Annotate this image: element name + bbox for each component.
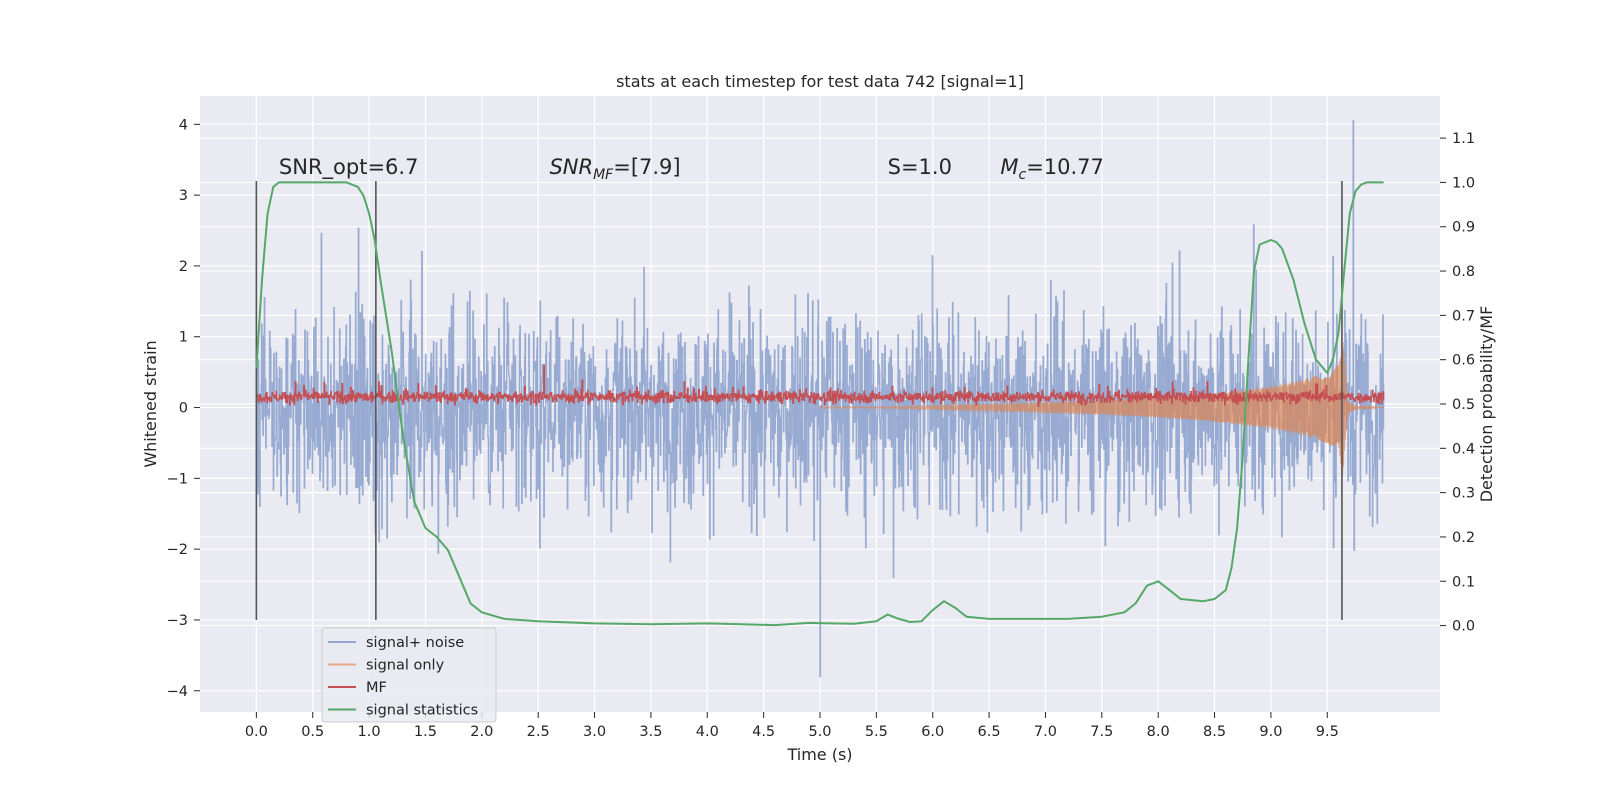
- annotation-text: S=1.0: [888, 155, 952, 179]
- legend-label: signal+ noise: [366, 635, 464, 651]
- y-left-tick-label: −1: [167, 471, 188, 487]
- signal-noise-series: [255, 120, 1385, 678]
- x-axis-ticks: 0.0 0.5 1.0 1.5 2.0 2.5 3.0 3.5 4.0 4.5 5.0 5.5 6.0 6…: [245, 712, 1339, 740]
- x-tick-label: 2.0: [470, 724, 493, 740]
- y-right-tick-label: 0.8: [1452, 264, 1475, 280]
- legend-label: signal statistics: [366, 703, 478, 719]
- x-tick-label: 0.5: [301, 724, 324, 740]
- y-right-tick-label: 0.4: [1452, 441, 1475, 457]
- legend-label: MF: [366, 680, 387, 696]
- x-tick-label: 0.0: [245, 724, 268, 740]
- x-tick-label: 5.0: [808, 724, 831, 740]
- y-left-tick-label: −3: [167, 613, 188, 629]
- x-tick-label: 7.0: [1034, 724, 1057, 740]
- legend: signal+ noise signal only MF signal statist…: [321, 627, 497, 723]
- x-tick-label: 3.5: [639, 724, 662, 740]
- y-right-tick-label: 0.5: [1452, 397, 1475, 413]
- legend-box: [321, 627, 497, 723]
- y-left-tick-label: −2: [167, 542, 188, 558]
- y-left-tick-label: −4: [167, 684, 188, 700]
- y-axis-left-ticks: 4 3 2 1 0 −1 −2 −3 −4: [167, 117, 200, 700]
- y-left-tick-label: 1: [179, 330, 188, 346]
- x-axis-label: Time (s): [786, 745, 852, 764]
- x-tick-label: 5.5: [865, 724, 888, 740]
- plot-area: [255, 120, 1385, 678]
- signal-only-series: [819, 342, 1384, 476]
- annotation-text: Mc=10.77: [1000, 155, 1104, 183]
- x-tick-label: 8.0: [1147, 724, 1170, 740]
- y-left-tick-label: 0: [179, 401, 188, 417]
- x-tick-label: 9.5: [1316, 724, 1339, 740]
- signal-statistics-series: [255, 181, 1384, 627]
- x-tick-label: 4.5: [752, 724, 775, 740]
- y-right-tick-label: 0.0: [1452, 619, 1475, 635]
- x-tick-label: 1.0: [358, 724, 381, 740]
- x-tick-label: 7.5: [1090, 724, 1113, 740]
- annotation-text: SNR_opt=6.7: [279, 155, 419, 180]
- x-tick-label: 1.5: [414, 724, 437, 740]
- x-tick-label: 6.0: [921, 724, 944, 740]
- y-right-tick-label: 0.2: [1452, 530, 1475, 546]
- mf-series: [255, 364, 1385, 407]
- x-tick-label: 2.5: [527, 724, 550, 740]
- legend-label: signal only: [366, 658, 445, 674]
- x-tick-label: 4.0: [696, 724, 719, 740]
- x-tick-label: 8.5: [1203, 724, 1226, 740]
- signal-only-line: [819, 342, 1384, 476]
- signal-statistics-line: [255, 181, 1384, 627]
- y-right-tick-label: 1.1: [1452, 131, 1475, 147]
- y-right-tick-label: 1.0: [1452, 175, 1475, 191]
- y-right-tick-label: 0.7: [1452, 308, 1475, 324]
- x-tick-label: 9.0: [1259, 724, 1282, 740]
- y-left-tick-label: 2: [179, 259, 188, 275]
- x-tick-label: 3.0: [583, 724, 606, 740]
- annotations: SNR_opt=6.7 SNRMF=[7.9] S=1.0 Mc=10.77: [279, 155, 1104, 183]
- y-right-tick-label: 0.6: [1452, 353, 1475, 369]
- signal-noise-line: [255, 120, 1385, 678]
- y-left-tick-label: 3: [179, 188, 188, 204]
- y-axis-left-label: Whitened strain: [141, 340, 160, 467]
- y-axis-right-label: Detection probability/MF: [1477, 306, 1496, 503]
- y-right-tick-label: 0.3: [1452, 486, 1475, 502]
- y-right-tick-label: 0.9: [1452, 220, 1475, 236]
- mf-line: [255, 364, 1385, 407]
- y-right-tick-label: 0.1: [1452, 574, 1475, 590]
- annotation-text: SNRMF=[7.9]: [549, 155, 680, 183]
- chart-title: stats at each timestep for test data 742…: [616, 72, 1024, 91]
- y-left-tick-label: 4: [179, 117, 188, 133]
- y-axis-right-ticks: 1.1 1.0 0.9 0.8 0.7 0.6 0.5 0.4 0.3 0.2 0.1 0.0: [1440, 131, 1475, 635]
- x-tick-label: 6.5: [978, 724, 1001, 740]
